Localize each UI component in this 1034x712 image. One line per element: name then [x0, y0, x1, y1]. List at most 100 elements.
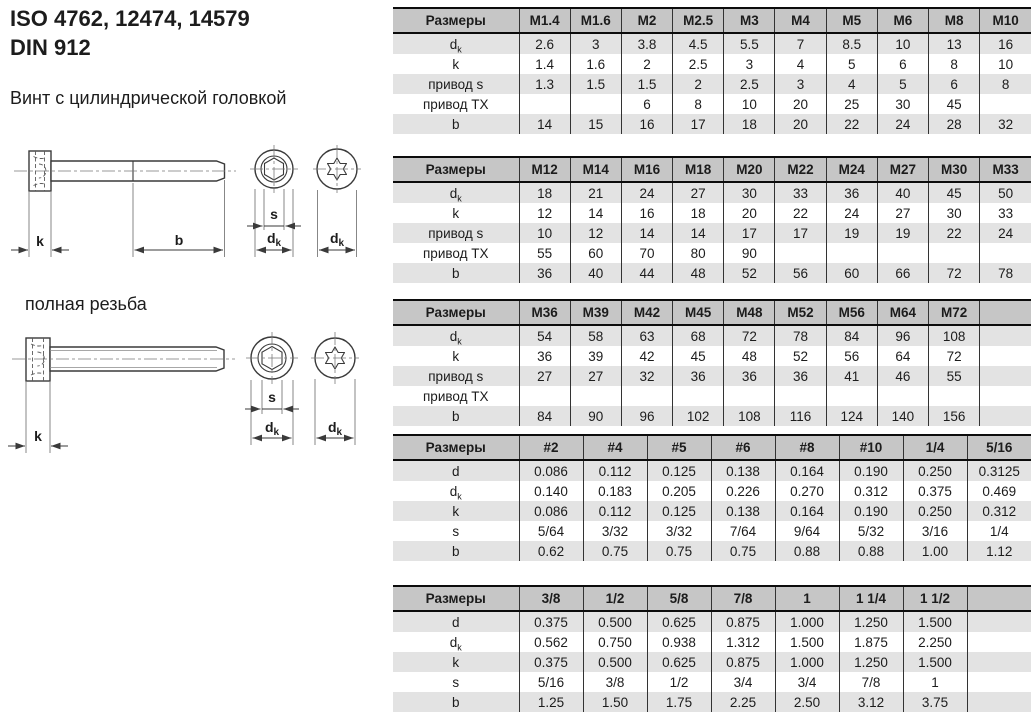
row-label: k: [393, 652, 519, 672]
dimension-value-cell: 156: [927, 406, 980, 426]
dimension-value-cell: 1.250: [838, 611, 903, 632]
dimension-value-cell: 30: [876, 94, 929, 114]
size-column-header: M52: [774, 299, 827, 326]
crosshair-centerlines: [246, 332, 298, 384]
dimension-value-cell: 3.12: [838, 692, 903, 712]
dimension-value-cell: 1: [902, 672, 967, 692]
size-column-header: #5: [646, 434, 711, 461]
dimension-value-cell: 66: [876, 263, 929, 283]
size-column-header: M4: [774, 7, 827, 34]
size-column-header: #6: [710, 434, 775, 461]
dimension-value-cell: 22: [774, 203, 827, 223]
size-column-header: M1.6: [569, 7, 622, 34]
dimension-value-cell: 27: [876, 203, 929, 223]
dimension-value-cell: 2.5: [723, 74, 775, 94]
size-column-header: [979, 299, 1031, 326]
dimension-value-cell: 5/16: [518, 672, 583, 692]
dimension-value-cell: 124: [825, 406, 878, 426]
dimension-value-cell: 2.5: [672, 54, 724, 74]
crosshair-centerlines: [250, 145, 298, 193]
dimension-value-cell: 18: [723, 114, 775, 134]
dimension-value-cell: 0.500: [582, 611, 647, 632]
row-label: b: [393, 114, 519, 134]
dimension-value-cell: 27: [518, 366, 571, 386]
dimension-value-cell: 9/64: [774, 521, 839, 541]
row-label: dk: [449, 483, 462, 502]
dimensions-table-metric-m1-4-to-m10: Размеры M1.4 M1.6 M2 M2.5 M3 M4 M5 M6 M8 M10 dk 2.6 3…: [393, 7, 1031, 134]
dimension-value-cell: [876, 243, 929, 263]
dimension-row: b 14 15 16 17 18 20 22 24 28 32: [393, 114, 1031, 134]
dimension-value-cell: 0.88: [838, 541, 903, 561]
dimension-value-cell: 6: [620, 94, 673, 114]
dimension-value-cell: 19: [825, 223, 878, 243]
size-column-header: 5/16: [966, 434, 1031, 461]
dimension-value-cell: 12: [518, 203, 571, 223]
dimension-row: dk 0.140 0.183 0.205 0.226 0.270 0.312 0.375 0.4…: [393, 481, 1031, 501]
dimension-row: d 0.375 0.500 0.625 0.875 1.000 1.250 1.500: [393, 611, 1031, 632]
dimension-row: b 36 40 44 48 52 56 60 66 72 78: [393, 263, 1031, 283]
size-column-header: #10: [838, 434, 903, 461]
dimensions-table-inch-2-to-5-16: Размеры #2 #4 #5 #6 #8 #10 1/4 5/16 d 0.086 0.112 0.…: [393, 434, 1031, 561]
size-column-header: M20: [723, 156, 775, 183]
full-thread-caption: полная резьба: [25, 294, 147, 314]
dimension-value-cell: 18: [672, 203, 724, 223]
dimension-value-cell: 5.5: [723, 33, 775, 54]
row-label: привод TX: [423, 96, 489, 112]
dimension-value-cell: [569, 386, 622, 406]
dimension-value-cell: 36: [825, 182, 878, 203]
crosshair-centerlines: [313, 145, 361, 193]
dimension-value-cell: 6: [876, 54, 929, 74]
dimension-value-cell: 0.625: [646, 652, 711, 672]
dimension-value-cell: 46: [876, 366, 929, 386]
dimension-value-cell: [569, 94, 622, 114]
screw-side-view: [14, 150, 236, 192]
dimension-value-cell: 5/64: [518, 521, 583, 541]
page-title: ISO 4762, 12474, 14579 DIN 912: [10, 4, 250, 62]
row-label: d: [393, 460, 519, 481]
dimensions-table-metric-m36-to-m72: Размеры M36 M39 M42 M45 M48 M52 M56 M64 M72 dk 54 58…: [393, 299, 1031, 426]
dimension-row: k 1.4 1.6 2 2.5 3 4 5 6 8 10: [393, 54, 1031, 74]
dimension-value-cell: 8: [672, 94, 724, 114]
dimension-value-cell: 0.112: [582, 460, 647, 481]
dimension-row: s 5/64 3/32 3/32 7/64 9/64 5/32 3/16 1/4: [393, 521, 1031, 541]
dimension-value-cell: 17: [774, 223, 827, 243]
dimension-value-cell: 0.183: [582, 481, 647, 501]
dimension-value-cell: [672, 386, 724, 406]
dimension-value-cell: [723, 386, 775, 406]
dimension-value-cell: [774, 386, 827, 406]
dimension-value-cell: 96: [620, 406, 673, 426]
dimension-value-cell: 72: [723, 325, 775, 346]
dimension-value-cell: 12: [569, 223, 622, 243]
dimension-value-cell: 22: [927, 223, 980, 243]
dimensions-table-metric-m12-to-m33: Размеры M12 M14 M16 M18 M20 M22 M24 M27 M30 M33 dk 1…: [393, 156, 1031, 283]
dimension-value-cell: 44: [620, 263, 673, 283]
dimension-value-cell: 2.25: [710, 692, 775, 712]
screw-drawing-partial-thread: k b s dk dk: [11, 145, 361, 257]
row-label: привод s: [393, 366, 519, 386]
dimension-value-cell: 0.75: [646, 541, 711, 561]
dimension-value-cell: 0.125: [646, 460, 711, 481]
table-header-row: Размеры M36 M39 M42 M45 M48 M52 M56 M64 M72: [393, 299, 1031, 326]
dimension-value-cell: 0.112: [582, 501, 647, 521]
dimension-row: b 0.62 0.75 0.75 0.75 0.88 0.88 1.00 1.12: [393, 541, 1031, 561]
dimension-value-cell: 1.6: [569, 54, 622, 74]
dimension-value-cell: 42: [620, 346, 673, 366]
size-column-header: M30: [927, 156, 980, 183]
dimension-value-cell: 7/64: [710, 521, 775, 541]
dimension-value-cell: [518, 386, 571, 406]
dimension-value-cell: 16: [620, 203, 673, 223]
dimension-value-cell: [979, 366, 1031, 386]
dimension-value-cell: 10: [979, 54, 1031, 74]
dimension-row: s 5/16 3/8 1/2 3/4 3/4 7/8 1: [393, 672, 1031, 692]
dimension-value-cell: 5: [876, 74, 929, 94]
screw-type-subtitle: Винт с цилиндрической головкой: [10, 88, 287, 108]
dimension-value-cell: 2: [620, 54, 673, 74]
dimension-label-s: s: [270, 206, 278, 222]
dimension-value-cell: 0.164: [774, 501, 839, 521]
size-column-header: M39: [569, 299, 622, 326]
size-column-header: #2: [518, 434, 583, 461]
dimension-value-cell: 0.138: [710, 460, 775, 481]
dimension-value-cell: 0.75: [710, 541, 775, 561]
size-column-header: 7/8: [710, 585, 775, 612]
dimension-value-cell: 30: [927, 203, 980, 223]
